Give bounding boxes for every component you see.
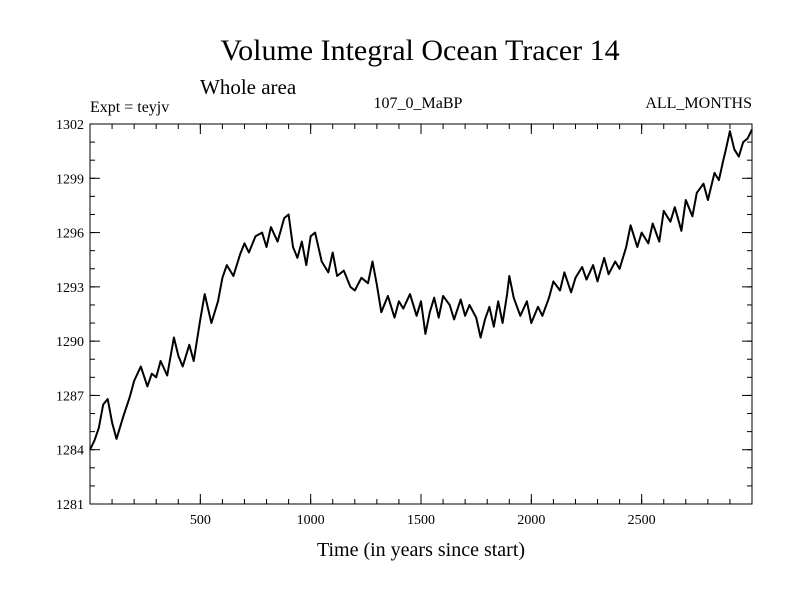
x-tick-labels: 500 1000 1500 2000 2500 [190, 513, 656, 528]
chart-subtitle: Whole area [200, 75, 297, 99]
x-tick-label: 1500 [407, 513, 435, 528]
y-tick-label: 1287 [56, 389, 84, 404]
x-tick-label: 2000 [517, 513, 545, 528]
x-tick-label: 500 [190, 513, 211, 528]
period-label: 107_0_MaBP [374, 95, 463, 112]
plot-frame [89, 123, 753, 505]
y-tick-label: 1296 [56, 227, 84, 242]
x-tick-label: 1000 [297, 513, 325, 528]
y-tick-labels: 1281 1284 1287 1290 1293 1296 1299 1302 [56, 118, 84, 513]
series-line [89, 128, 753, 451]
axis-ticks [90, 123, 752, 505]
y-tick-label: 1284 [56, 444, 84, 459]
x-axis-label: Time (in years since start) [317, 539, 525, 561]
x-tick-label: 2500 [628, 513, 656, 528]
y-tick-label: 1281 [56, 498, 84, 513]
y-tick-label: 1290 [56, 335, 84, 350]
y-tick-label: 1302 [56, 118, 84, 133]
chart-title: Volume Integral Ocean Tracer 14 [220, 34, 619, 67]
expt-label: Expt = teyjv [90, 99, 169, 116]
months-label: ALL_MONTHS [645, 95, 752, 112]
y-tick-label: 1293 [56, 281, 84, 296]
y-tick-label: 1299 [56, 172, 84, 187]
